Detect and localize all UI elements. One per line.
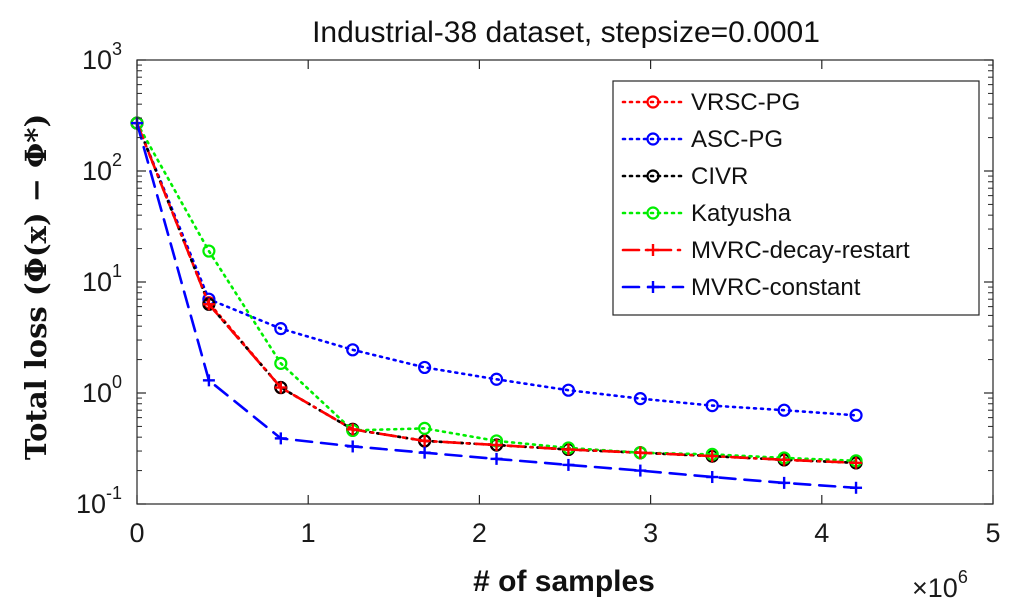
data-point bbox=[777, 403, 791, 417]
legend-item: ASC-PG bbox=[621, 126, 783, 153]
x-axis-multiplier: ×106 bbox=[912, 567, 968, 603]
legend-label: ASC-PG bbox=[691, 126, 783, 153]
legend-item: CIVR bbox=[621, 163, 748, 190]
plot-area bbox=[130, 116, 863, 494]
data-point bbox=[850, 481, 863, 494]
data-point bbox=[634, 464, 647, 477]
data-point bbox=[274, 432, 287, 445]
data-point bbox=[418, 421, 432, 435]
axes: 0 1 2 3 4 5 10-1 100 101 102 103 bbox=[76, 39, 1001, 548]
x-axis-label: # of samples bbox=[473, 565, 655, 598]
legend-label: CIVR bbox=[691, 163, 748, 190]
x-tick-label: 0 bbox=[129, 518, 144, 548]
data-point bbox=[202, 374, 215, 387]
data-point bbox=[274, 381, 287, 394]
legend-label: MVRC-decay-restart bbox=[691, 237, 910, 264]
data-point bbox=[633, 392, 647, 406]
data-point bbox=[418, 446, 431, 459]
data-point bbox=[490, 452, 503, 465]
legend-box bbox=[612, 80, 980, 316]
data-point bbox=[202, 244, 216, 258]
legend-marker bbox=[646, 206, 660, 220]
legend-label: Katyusha bbox=[691, 200, 792, 227]
y-tick-label: 10-1 bbox=[76, 483, 122, 519]
x-tick-label: 4 bbox=[814, 518, 829, 548]
legend-item: VRSC-PG bbox=[621, 89, 800, 116]
legend-marker bbox=[646, 132, 660, 146]
data-point bbox=[849, 408, 863, 422]
data-point bbox=[274, 322, 288, 336]
series-mvrc-decay-restart bbox=[131, 117, 863, 469]
x-tick-label: 2 bbox=[472, 518, 487, 548]
legend-marker bbox=[647, 281, 659, 293]
data-point bbox=[202, 298, 215, 311]
x-tick-label: 5 bbox=[985, 518, 1000, 548]
data-point bbox=[706, 450, 719, 463]
legend-label: VRSC-PG bbox=[691, 89, 800, 116]
data-point bbox=[778, 476, 791, 489]
y-tick-label: 101 bbox=[82, 261, 122, 297]
legend-marker bbox=[646, 95, 660, 109]
data-point bbox=[490, 439, 503, 452]
data-point bbox=[346, 423, 359, 436]
data-point bbox=[346, 440, 359, 453]
data-point bbox=[562, 458, 575, 471]
data-point bbox=[561, 383, 576, 397]
data-point bbox=[850, 456, 863, 469]
legend-label: MVRC-constant bbox=[691, 274, 861, 301]
data-point bbox=[346, 343, 360, 357]
series-line bbox=[135, 121, 858, 417]
data-point bbox=[418, 434, 431, 447]
legend: VRSC-PG ASC-PG CIVR Katyusha MVRC-decay-rest… bbox=[612, 80, 980, 316]
series-line bbox=[135, 121, 858, 465]
series-mvrc-constant bbox=[131, 117, 863, 494]
data-point bbox=[274, 356, 288, 370]
series-line bbox=[135, 121, 858, 463]
legend-marker bbox=[646, 169, 660, 183]
legend-item: MVRC-decay-restart bbox=[621, 237, 910, 264]
y-axis-label: Total loss (Φ(x) − Φ*) bbox=[19, 114, 53, 460]
y-tick-label: 102 bbox=[82, 150, 122, 186]
data-point bbox=[706, 471, 719, 484]
chart-title: Industrial-38 dataset, stepsize=0.0001 bbox=[312, 16, 820, 49]
data-point bbox=[634, 446, 647, 459]
y-tick-label: 100 bbox=[82, 372, 122, 408]
data-point bbox=[489, 372, 504, 386]
y-tick-label: 103 bbox=[82, 39, 122, 75]
data-point bbox=[705, 398, 719, 413]
data-point bbox=[778, 453, 791, 466]
data-point bbox=[418, 360, 432, 375]
legend-item: MVRC-constant bbox=[621, 274, 861, 301]
x-tick-label: 3 bbox=[643, 518, 658, 548]
data-point bbox=[562, 443, 575, 456]
legend-item: Katyusha bbox=[621, 200, 792, 227]
legend-marker bbox=[647, 244, 659, 256]
x-tick-label: 1 bbox=[301, 518, 316, 548]
